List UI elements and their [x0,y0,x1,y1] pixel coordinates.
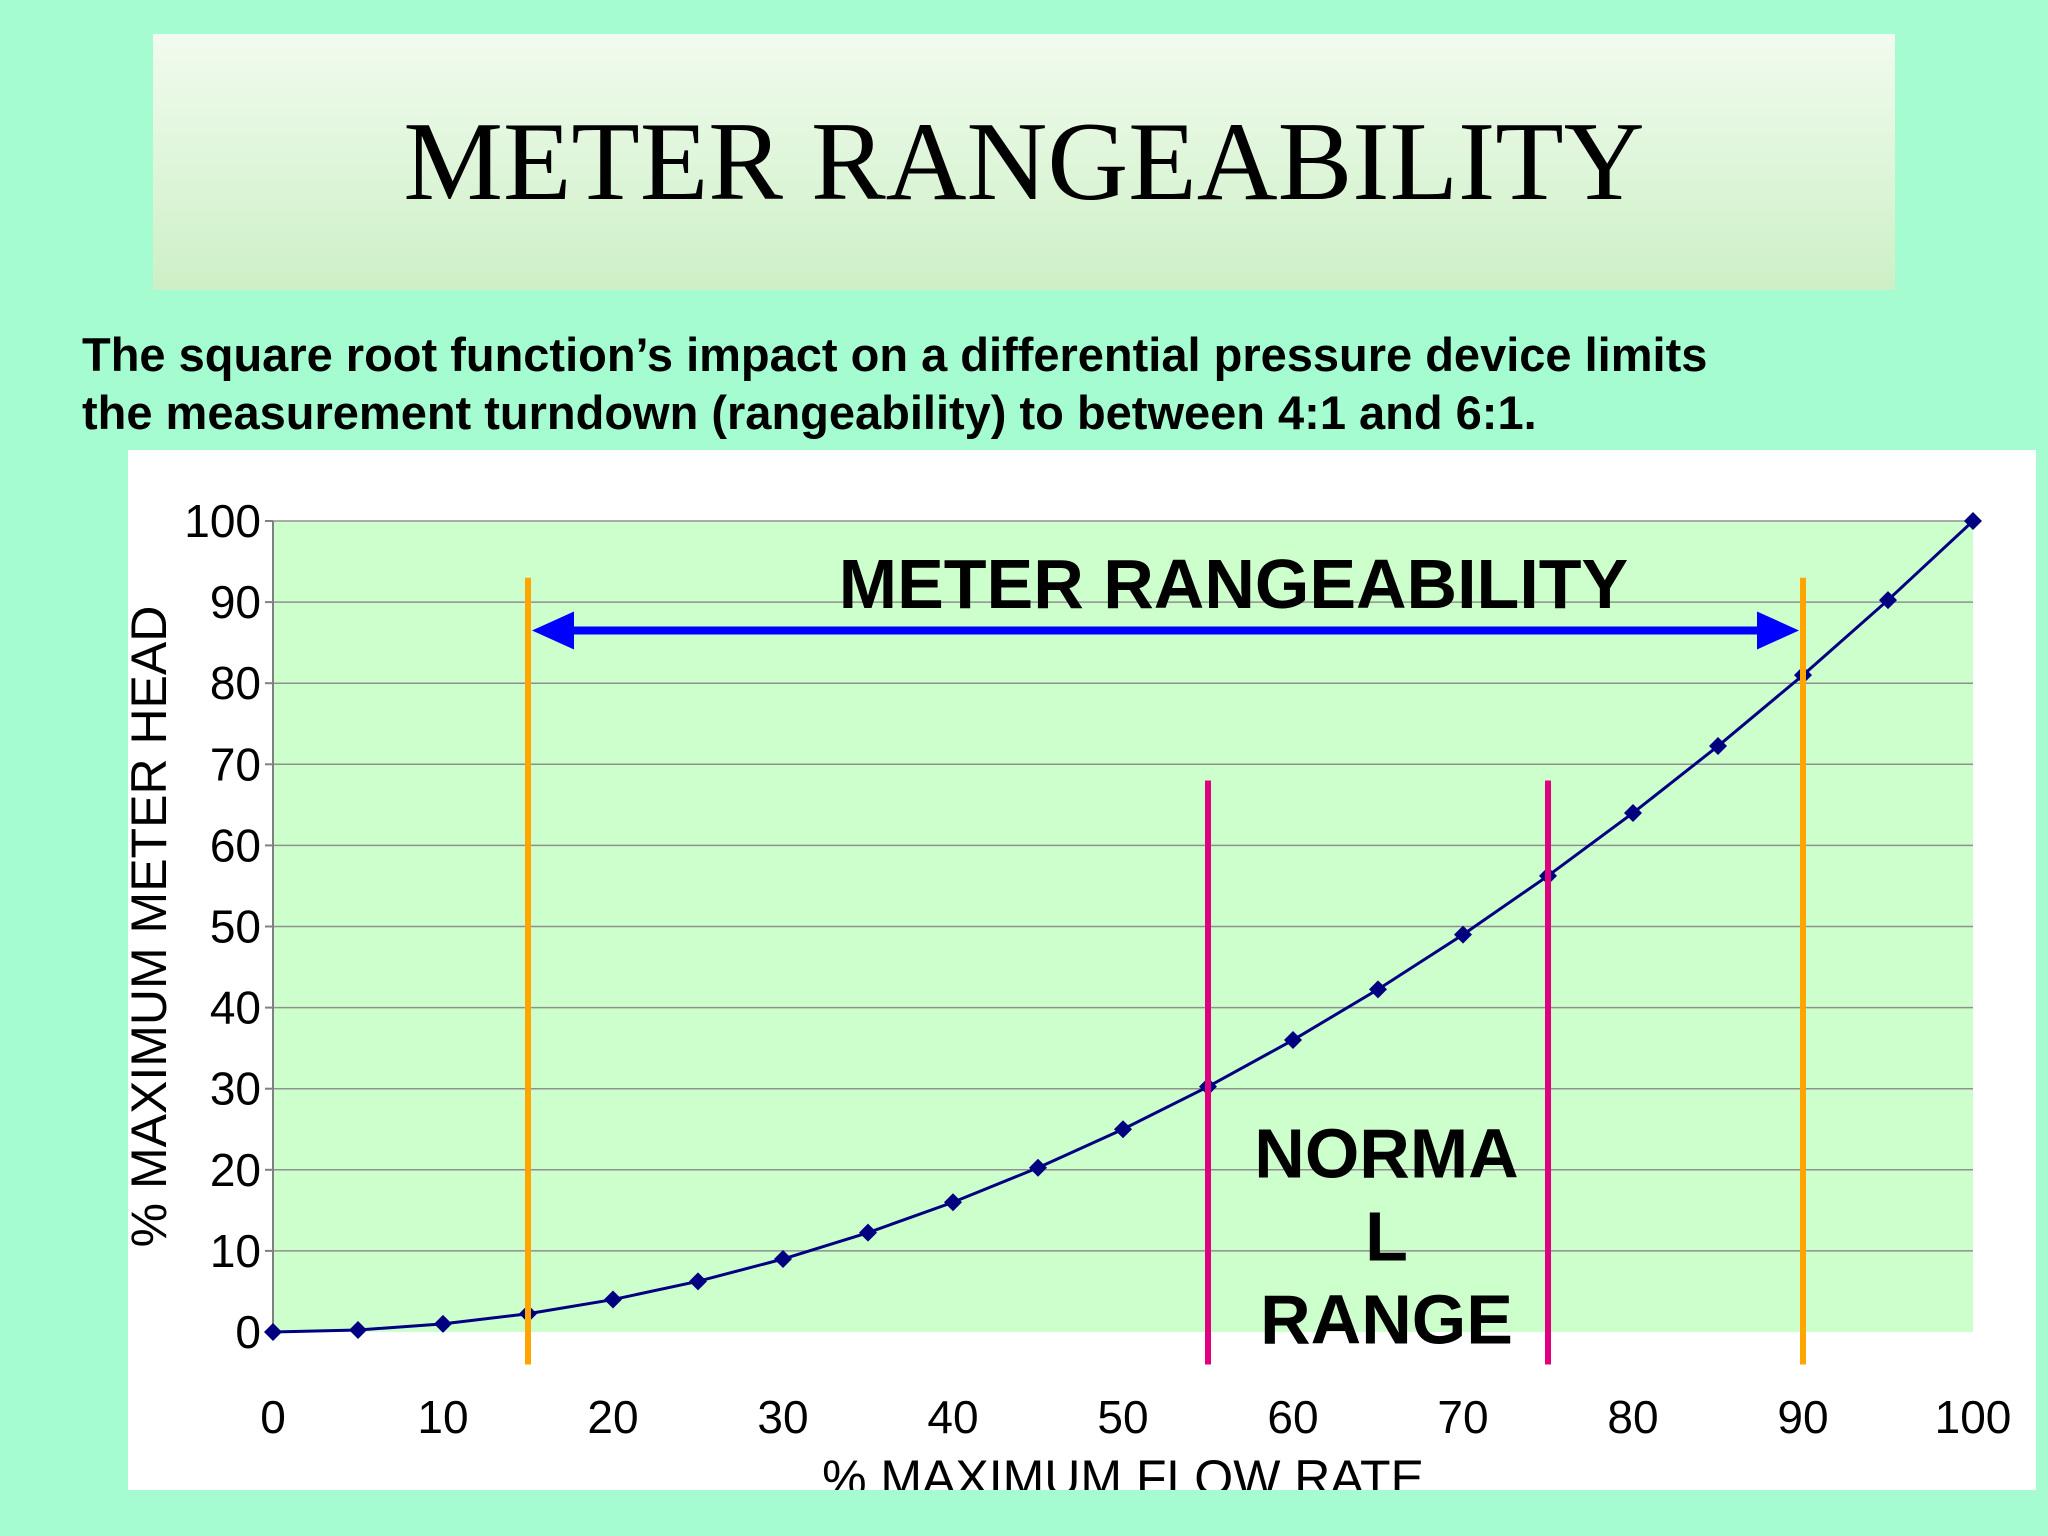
data-point-85 [1709,737,1727,756]
x-tick-label-60: 60 [1267,1391,1318,1443]
rangeability-arrow-head-right [1757,611,1799,650]
y-tick-label-80: 80 [210,657,261,709]
subtitle-line-1: The square root function’s impact on a d… [82,328,1708,381]
y-tick-label-50: 50 [210,901,261,953]
y-tick-label-30: 30 [210,1063,261,1115]
data-point-65 [1369,980,1387,999]
y-tick-label-60: 60 [210,819,261,871]
x-tick-label-30: 30 [757,1391,808,1443]
x-tick-label-0: 0 [260,1391,286,1443]
data-point-95 [1879,591,1897,610]
data-point-50 [1114,1120,1132,1139]
x-tick-label-50: 50 [1097,1391,1148,1443]
normal-range-annotation-line-3: RANGE [1260,1281,1513,1359]
data-point-40 [944,1193,962,1212]
meter-rangeability-chart: 0 10 20 30 40 50 60 70 80 90 100 0 10 20 30 40 50 60 70 80 9… [128,495,2012,1490]
data-point-80 [1624,803,1642,822]
y-tick-label-40: 40 [210,982,261,1034]
data-point-0 [264,1323,282,1341]
x-tick-label-10: 10 [417,1391,468,1443]
data-point-45 [1029,1158,1047,1177]
slide-subtitle: The square root function’s impact on a d… [82,326,2022,442]
data-point-5 [349,1320,367,1339]
x-tick-label-70: 70 [1437,1391,1488,1443]
y-tick-label-20: 20 [210,1144,261,1196]
y-axis-title: % MAXIMUM METER HEAD [128,606,177,1248]
x-axis-title: % MAXIMUM FLOW RATE [822,1450,1424,1490]
x-tick-label-20: 20 [587,1391,638,1443]
x-tick-label-80: 80 [1607,1391,1658,1443]
normal-range-annotation-line-1: NORMA [1254,1115,1518,1193]
data-point-10 [434,1314,452,1333]
data-point-35 [859,1223,877,1242]
x-tick-label-40: 40 [927,1391,978,1443]
data-point-70 [1454,925,1472,944]
rangeability-arrow-head-left [532,611,574,650]
title-banner: METER RANGEABILITY [153,34,1895,290]
x-tick-label-90: 90 [1777,1391,1828,1443]
y-tick-label-10: 10 [210,1225,261,1277]
slide-title: METER RANGEABILITY [403,99,1645,224]
rangeability-annotation: METER RANGEABILITY [839,545,1628,623]
y-tick-label-70: 70 [210,738,261,790]
data-point-30 [774,1250,792,1269]
data-point-100 [1964,512,1982,530]
y-tick-label-0: 0 [235,1306,261,1358]
chart-panel: 0 10 20 30 40 50 60 70 80 90 100 0 10 20 30 40 50 60 70 80 9… [128,450,2036,1490]
data-point-25 [689,1272,707,1291]
normal-range-annotation-line-2: L [1365,1198,1408,1276]
y-tick-label-100: 100 [184,495,261,547]
y-tick-label-90: 90 [210,576,261,628]
data-point-20 [604,1290,622,1309]
subtitle-line-2: the measurement turndown (rangeability) … [82,386,1537,439]
x-tick-label-100: 100 [1935,1391,2012,1443]
data-point-60 [1284,1031,1302,1050]
